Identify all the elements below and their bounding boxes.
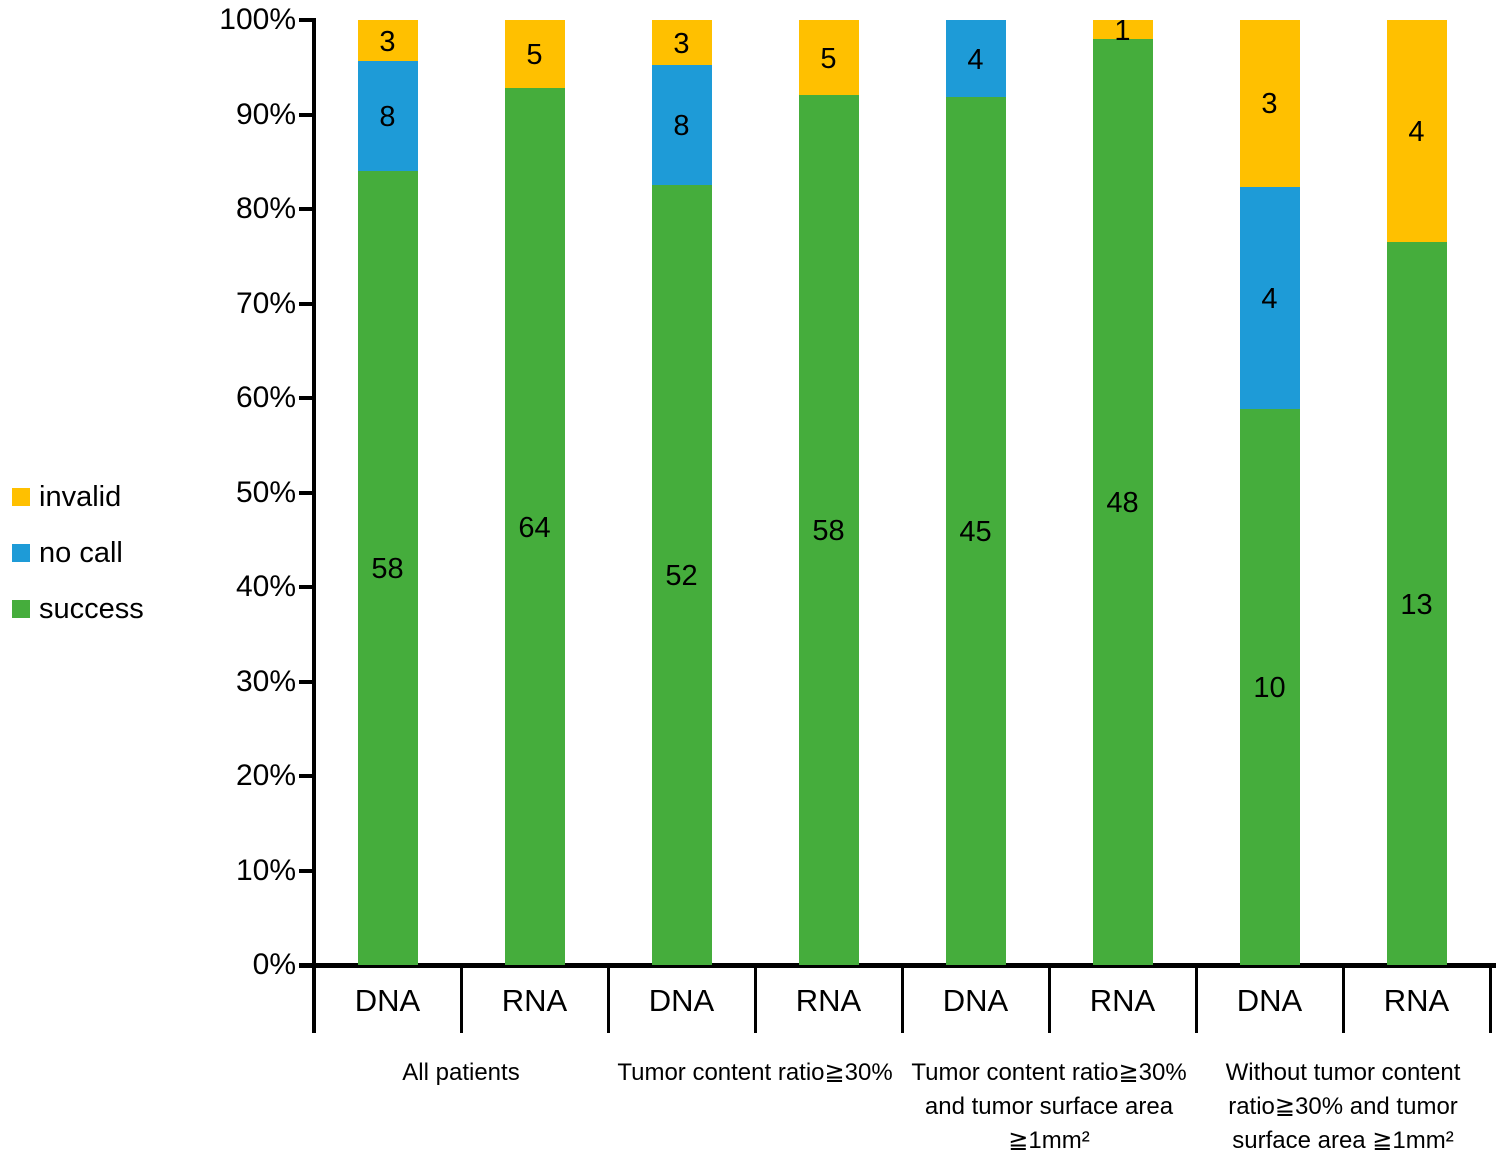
legend-swatch-success <box>12 600 30 618</box>
bar-value-label: 58 <box>812 515 845 547</box>
x-axis-group-label: ≧1mm² <box>1008 1127 1090 1154</box>
y-axis-tick <box>299 774 312 778</box>
x-axis-category-label: RNA <box>795 983 862 1018</box>
x-axis-category-label: DNA <box>648 983 715 1018</box>
x-axis-category-label: DNA <box>942 983 1009 1018</box>
x-axis-category-label: RNA <box>501 983 568 1018</box>
bar-value-label: 3 <box>379 25 396 58</box>
x-axis-group-label: All patients <box>402 1059 520 1086</box>
bar-segment-no_call <box>1239 186 1300 410</box>
bar-segment-invalid <box>504 20 565 89</box>
y-axis-tick <box>299 207 312 211</box>
legend-swatch-invalid <box>12 488 30 506</box>
category-separator <box>606 968 610 1033</box>
legend-label: success <box>39 593 144 625</box>
y-axis-tick <box>299 679 312 684</box>
y-axis-line <box>312 18 316 1033</box>
bar-value-label: 5 <box>820 42 837 75</box>
x-axis-group-label: and tumor surface area <box>924 1093 1174 1120</box>
category-separator <box>753 968 757 1033</box>
y-axis-tick-label: 70% <box>235 286 296 320</box>
legend-swatch-no_call <box>12 544 30 562</box>
bar-segment-invalid <box>1092 20 1153 40</box>
category-separator <box>1047 968 1051 1033</box>
legend-item-invalid: invalid <box>12 481 144 513</box>
bar-segment-success <box>651 185 712 965</box>
y-axis-tick-label: 60% <box>235 381 296 414</box>
x-axis-line <box>299 963 1496 968</box>
bar-segment-no_call <box>945 20 1006 98</box>
bar-value-label: 13 <box>1400 588 1433 621</box>
x-axis-group-label: Tumor content ratio≧30% <box>617 1059 893 1086</box>
x-axis-category-label: RNA <box>1089 983 1156 1018</box>
legend-item-success: success <box>12 593 144 625</box>
y-axis-tick-label: 50% <box>235 475 296 509</box>
category-separator <box>1341 968 1345 1033</box>
bar-segment-success <box>1239 409 1300 965</box>
bar-value-label: 48 <box>1106 487 1139 520</box>
y-axis-tick-label: 90% <box>235 97 296 131</box>
bar-segment-invalid <box>798 20 859 95</box>
y-axis-tick-label: 0% <box>252 948 296 981</box>
bar-segment-invalid <box>1386 20 1447 243</box>
y-axis-tick-label: 80% <box>235 192 296 225</box>
bar-segment-success <box>1386 242 1447 965</box>
x-axis-category-label: DNA <box>1236 983 1303 1018</box>
bar-value-label: 4 <box>1408 116 1425 149</box>
bar-segment-success <box>798 95 859 965</box>
legend-label: no call <box>39 537 123 569</box>
bar-segment-success <box>945 97 1006 965</box>
y-axis-tick-label: 40% <box>235 570 296 603</box>
y-axis-tick <box>299 490 312 495</box>
legend-item-no_call: no call <box>12 537 144 569</box>
y-axis-tick <box>299 585 312 589</box>
bar-value-label: 4 <box>1261 282 1278 315</box>
bar-value-label: 58 <box>371 552 404 585</box>
y-axis-tick <box>299 18 312 22</box>
bar-value-label: 1 <box>1114 14 1131 47</box>
bar-value-label: 5 <box>526 39 543 72</box>
legend-label: invalid <box>39 481 122 513</box>
y-axis-tick-label: 30% <box>235 664 296 698</box>
x-axis-group-label: Tumor content ratio≧30% <box>911 1059 1187 1086</box>
y-axis-tick <box>299 112 312 117</box>
category-separator <box>459 968 463 1033</box>
category-separator <box>900 968 904 1033</box>
chart-legend: invalid no call success <box>12 481 144 649</box>
bar-segment-no_call <box>651 65 712 185</box>
x-axis-group-label: ratio≧30% and tumor <box>1228 1093 1458 1120</box>
y-axis-tick <box>299 396 312 400</box>
category-separator <box>1194 968 1198 1033</box>
x-axis-category-label: DNA <box>354 983 421 1018</box>
bar-segment-success <box>504 88 565 965</box>
bar-segment-invalid <box>651 20 712 65</box>
x-axis-group-label: Without tumor content <box>1225 1059 1461 1086</box>
y-axis-tick-label: 10% <box>235 853 296 887</box>
y-axis-tick-label: 100% <box>219 3 296 36</box>
bar-value-label: 52 <box>665 560 698 592</box>
bar-value-label: 64 <box>518 511 551 544</box>
bar-segment-success <box>357 170 418 965</box>
bar-segment-no_call <box>357 61 418 171</box>
y-axis-tick <box>299 301 312 306</box>
bar-value-label: 8 <box>673 110 690 142</box>
bar-segment-success <box>1092 39 1153 965</box>
bar-value-label: 4 <box>967 43 984 76</box>
y-axis-tick-label: 20% <box>235 759 296 792</box>
bar-value-label: 45 <box>959 516 992 549</box>
bar-value-label: 3 <box>1261 88 1278 121</box>
category-separator <box>1488 968 1492 1033</box>
bar-segment-invalid <box>357 20 418 62</box>
y-axis-tick <box>299 868 312 873</box>
bar-segment-invalid <box>1239 20 1300 187</box>
bar-value-label: 10 <box>1253 672 1286 705</box>
bar-value-label: 3 <box>673 27 690 60</box>
bar-value-label: 8 <box>379 100 396 133</box>
x-axis-category-label: RNA <box>1383 983 1450 1018</box>
x-axis-group-label: surface area ≧1mm² <box>1232 1127 1454 1154</box>
